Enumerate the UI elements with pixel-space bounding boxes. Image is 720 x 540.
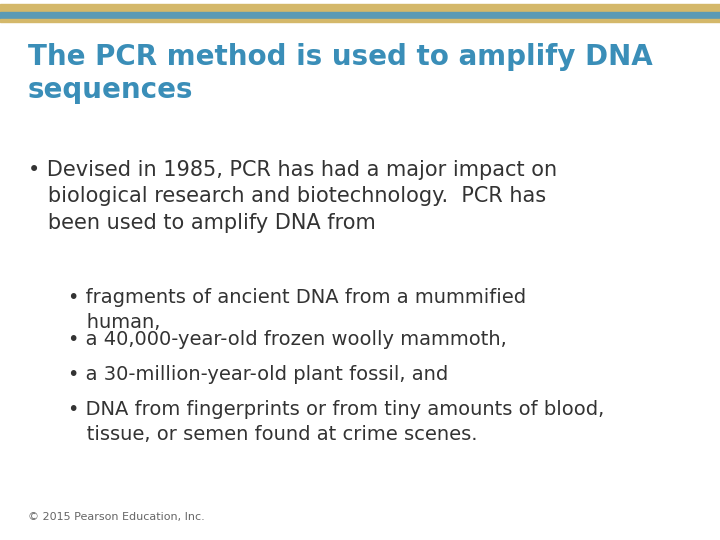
Bar	[0, 12, 720, 19]
Text: • a 40,000-year-old frozen woolly mammoth,: • a 40,000-year-old frozen woolly mammot…	[68, 330, 507, 349]
Text: • DNA from fingerprints or from tiny amounts of blood,
   tissue, or semen found: • DNA from fingerprints or from tiny amo…	[68, 400, 604, 444]
Text: • a 30-million-year-old plant fossil, and: • a 30-million-year-old plant fossil, an…	[68, 365, 449, 384]
Text: • Devised in 1985, PCR has had a major impact on
   biological research and biot: • Devised in 1985, PCR has had a major i…	[28, 160, 557, 233]
Bar	[0, 4, 720, 12]
Text: © 2015 Pearson Education, Inc.: © 2015 Pearson Education, Inc.	[28, 512, 204, 522]
Text: • fragments of ancient DNA from a mummified
   human,: • fragments of ancient DNA from a mummif…	[68, 288, 526, 332]
Text: The PCR method is used to amplify DNA
sequences: The PCR method is used to amplify DNA se…	[28, 43, 653, 105]
Bar	[0, 19, 720, 22]
